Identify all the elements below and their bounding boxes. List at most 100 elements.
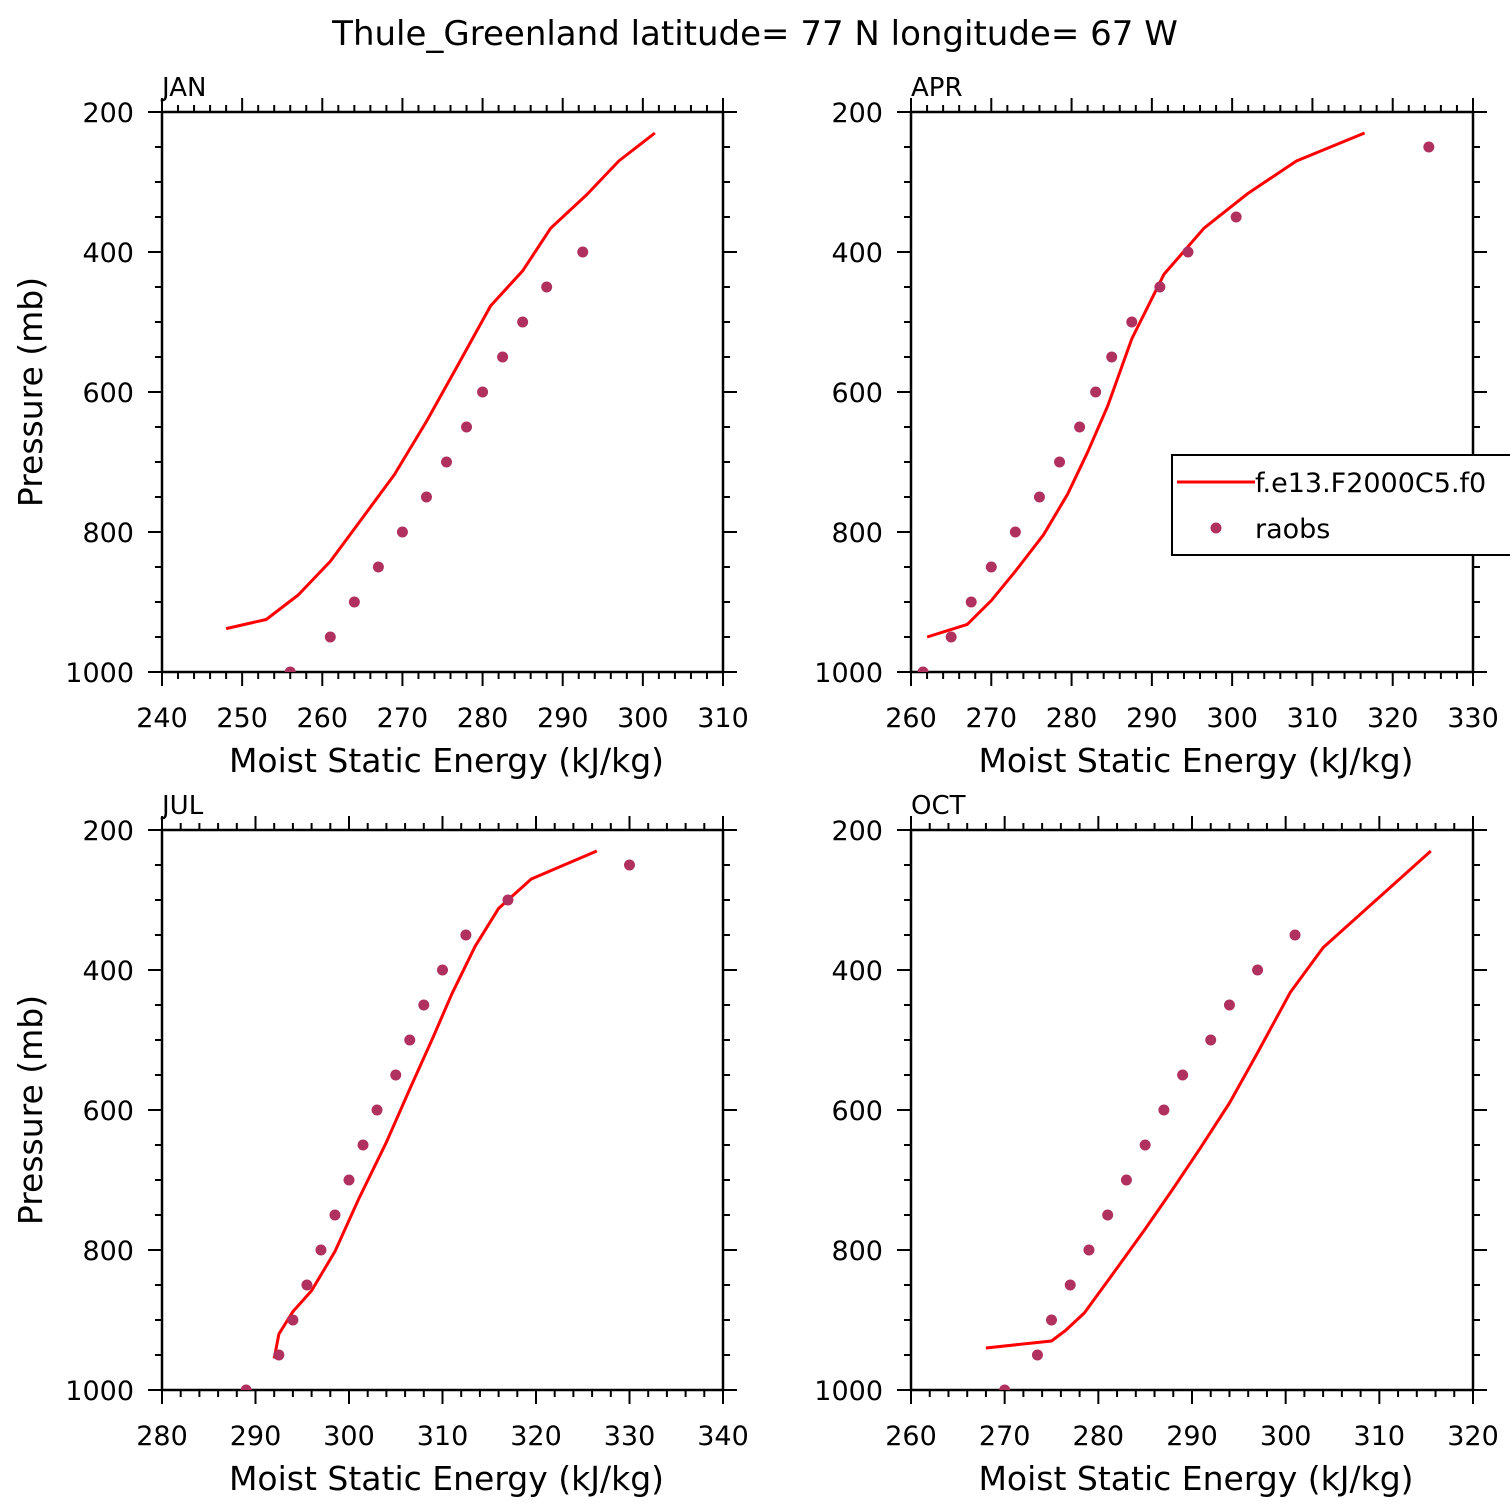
x-tick-label: 320 (510, 1421, 562, 1452)
model-series-line (272, 849, 598, 1359)
raobs-point (1090, 386, 1102, 398)
raobs-point (441, 456, 453, 468)
y-axis-label: Pressure (mb) (11, 277, 50, 507)
model-series-line (225, 131, 656, 631)
y-tick-label: 400 (82, 956, 134, 987)
x-tick-label: 270 (966, 703, 1018, 734)
y-tick-label: 800 (82, 518, 134, 549)
raobs-point (999, 1384, 1011, 1390)
x-axis-label: Moist Static Energy (kJ/kg) (978, 1459, 1413, 1498)
model-series-line (985, 849, 1432, 1350)
panel-label: JUL (160, 791, 204, 821)
raobs-point (343, 1174, 355, 1186)
figure-title: Thule_Greenland latitude= 77 N longitude… (331, 14, 1178, 54)
y-tick-label: 1000 (814, 658, 883, 689)
raobs-point (348, 596, 360, 608)
x-tick-label: 260 (297, 703, 349, 734)
raobs-point (965, 596, 977, 608)
raobs-point (1126, 316, 1138, 328)
x-tick-label: 290 (1166, 1421, 1218, 1452)
raobs-point (1033, 491, 1045, 503)
raobs-point (1230, 211, 1242, 223)
raobs-point (1031, 1349, 1043, 1361)
raobs-point (372, 561, 384, 573)
raobs-point (461, 421, 473, 433)
x-tick-label: 260 (885, 1421, 937, 1452)
x-tick-label: 290 (537, 703, 589, 734)
x-tick-label: 330 (1447, 703, 1499, 734)
raobs-point (301, 1279, 313, 1291)
panels: 240 250 260 270 280 290 300 310 200 400 600 800 1000… (11, 73, 1510, 1498)
raobs-point (315, 1244, 327, 1256)
x-tick-label: 290 (1126, 703, 1178, 734)
legend-box (1171, 454, 1510, 556)
raobs-point (577, 246, 589, 258)
plot-frame (160, 828, 725, 1392)
raobs-point (1046, 1314, 1057, 1326)
y-tick-label: 800 (831, 518, 883, 549)
raobs-point (1423, 141, 1435, 153)
y-tick-label: 600 (82, 378, 134, 409)
raobs-point (1223, 999, 1235, 1011)
raobs-point (418, 999, 430, 1011)
y-tick-label: 800 (831, 1236, 883, 1267)
x-tick-label: 260 (885, 703, 937, 734)
plot-frame (909, 828, 1475, 1392)
raobs-point (404, 1034, 416, 1046)
raobs-point (240, 1384, 252, 1390)
raobs-point (420, 491, 432, 503)
raobs-point (477, 386, 489, 398)
y-tick-label: 400 (831, 238, 883, 269)
raobs-point (1182, 246, 1194, 258)
x-tick-label: 300 (323, 1421, 375, 1452)
x-tick-label: 340 (697, 1421, 749, 1452)
x-tick-label: 280 (457, 703, 509, 734)
chart-panel-jul: 280 290 300 310 320 330 340 200 400 600 800 1000 Moi… (11, 791, 749, 1498)
y-tick-label: 600 (82, 1096, 134, 1127)
legend-obs-label: raobs (1255, 514, 1330, 545)
raobs-point (1083, 1244, 1095, 1256)
raobs-point (1154, 281, 1166, 293)
raobs-point (1177, 1069, 1189, 1081)
raobs-point (1102, 1209, 1114, 1221)
raobs-point (541, 281, 553, 293)
x-tick-label: 280 (1073, 1421, 1125, 1452)
raobs-point (502, 894, 514, 906)
raobs-point (917, 666, 929, 672)
y-tick-label: 600 (831, 1096, 883, 1127)
x-tick-label: 270 (377, 703, 429, 734)
raobs-point (945, 631, 957, 643)
raobs-point (1120, 1174, 1132, 1186)
raobs-point (357, 1139, 369, 1151)
raobs-point (1252, 964, 1264, 976)
x-tick-label: 280 (136, 1421, 188, 1452)
chart-panel-apr: 260 270 280 290 300 310 320 330 200 400 600 800 1000… (814, 73, 1498, 780)
x-axis-label: Moist Static Energy (kJ/kg) (229, 741, 664, 780)
y-tick-label: 200 (82, 816, 134, 847)
raobs-point (1106, 351, 1118, 363)
x-tick-label: 250 (216, 703, 268, 734)
raobs-point (1064, 1279, 1076, 1291)
raobs-point (460, 929, 472, 941)
raobs-point (287, 1314, 299, 1326)
y-tick-label: 400 (831, 956, 883, 987)
raobs-point (1139, 1139, 1151, 1151)
raobs-point (1158, 1104, 1170, 1116)
raobs-point (324, 631, 336, 643)
x-tick-label: 310 (1354, 1421, 1406, 1452)
raobs-point (371, 1104, 383, 1116)
x-tick-label: 300 (1260, 1421, 1312, 1452)
x-tick-label: 300 (617, 703, 669, 734)
legend-obs-swatch (1210, 522, 1222, 534)
x-tick-label: 290 (230, 1421, 282, 1452)
y-tick-label: 400 (82, 238, 134, 269)
y-tick-label: 200 (831, 816, 883, 847)
raobs-point (1074, 421, 1086, 433)
x-tick-label: 280 (1046, 703, 1098, 734)
x-tick-label: 310 (1287, 703, 1339, 734)
chart-panel-jan: 240 250 260 270 280 290 300 310 200 400 600 800 1000… (11, 73, 749, 780)
raobs-point (273, 1349, 285, 1361)
x-tick-label: 270 (979, 1421, 1031, 1452)
model-series-line (926, 131, 1366, 639)
plot-frame (909, 110, 1475, 674)
